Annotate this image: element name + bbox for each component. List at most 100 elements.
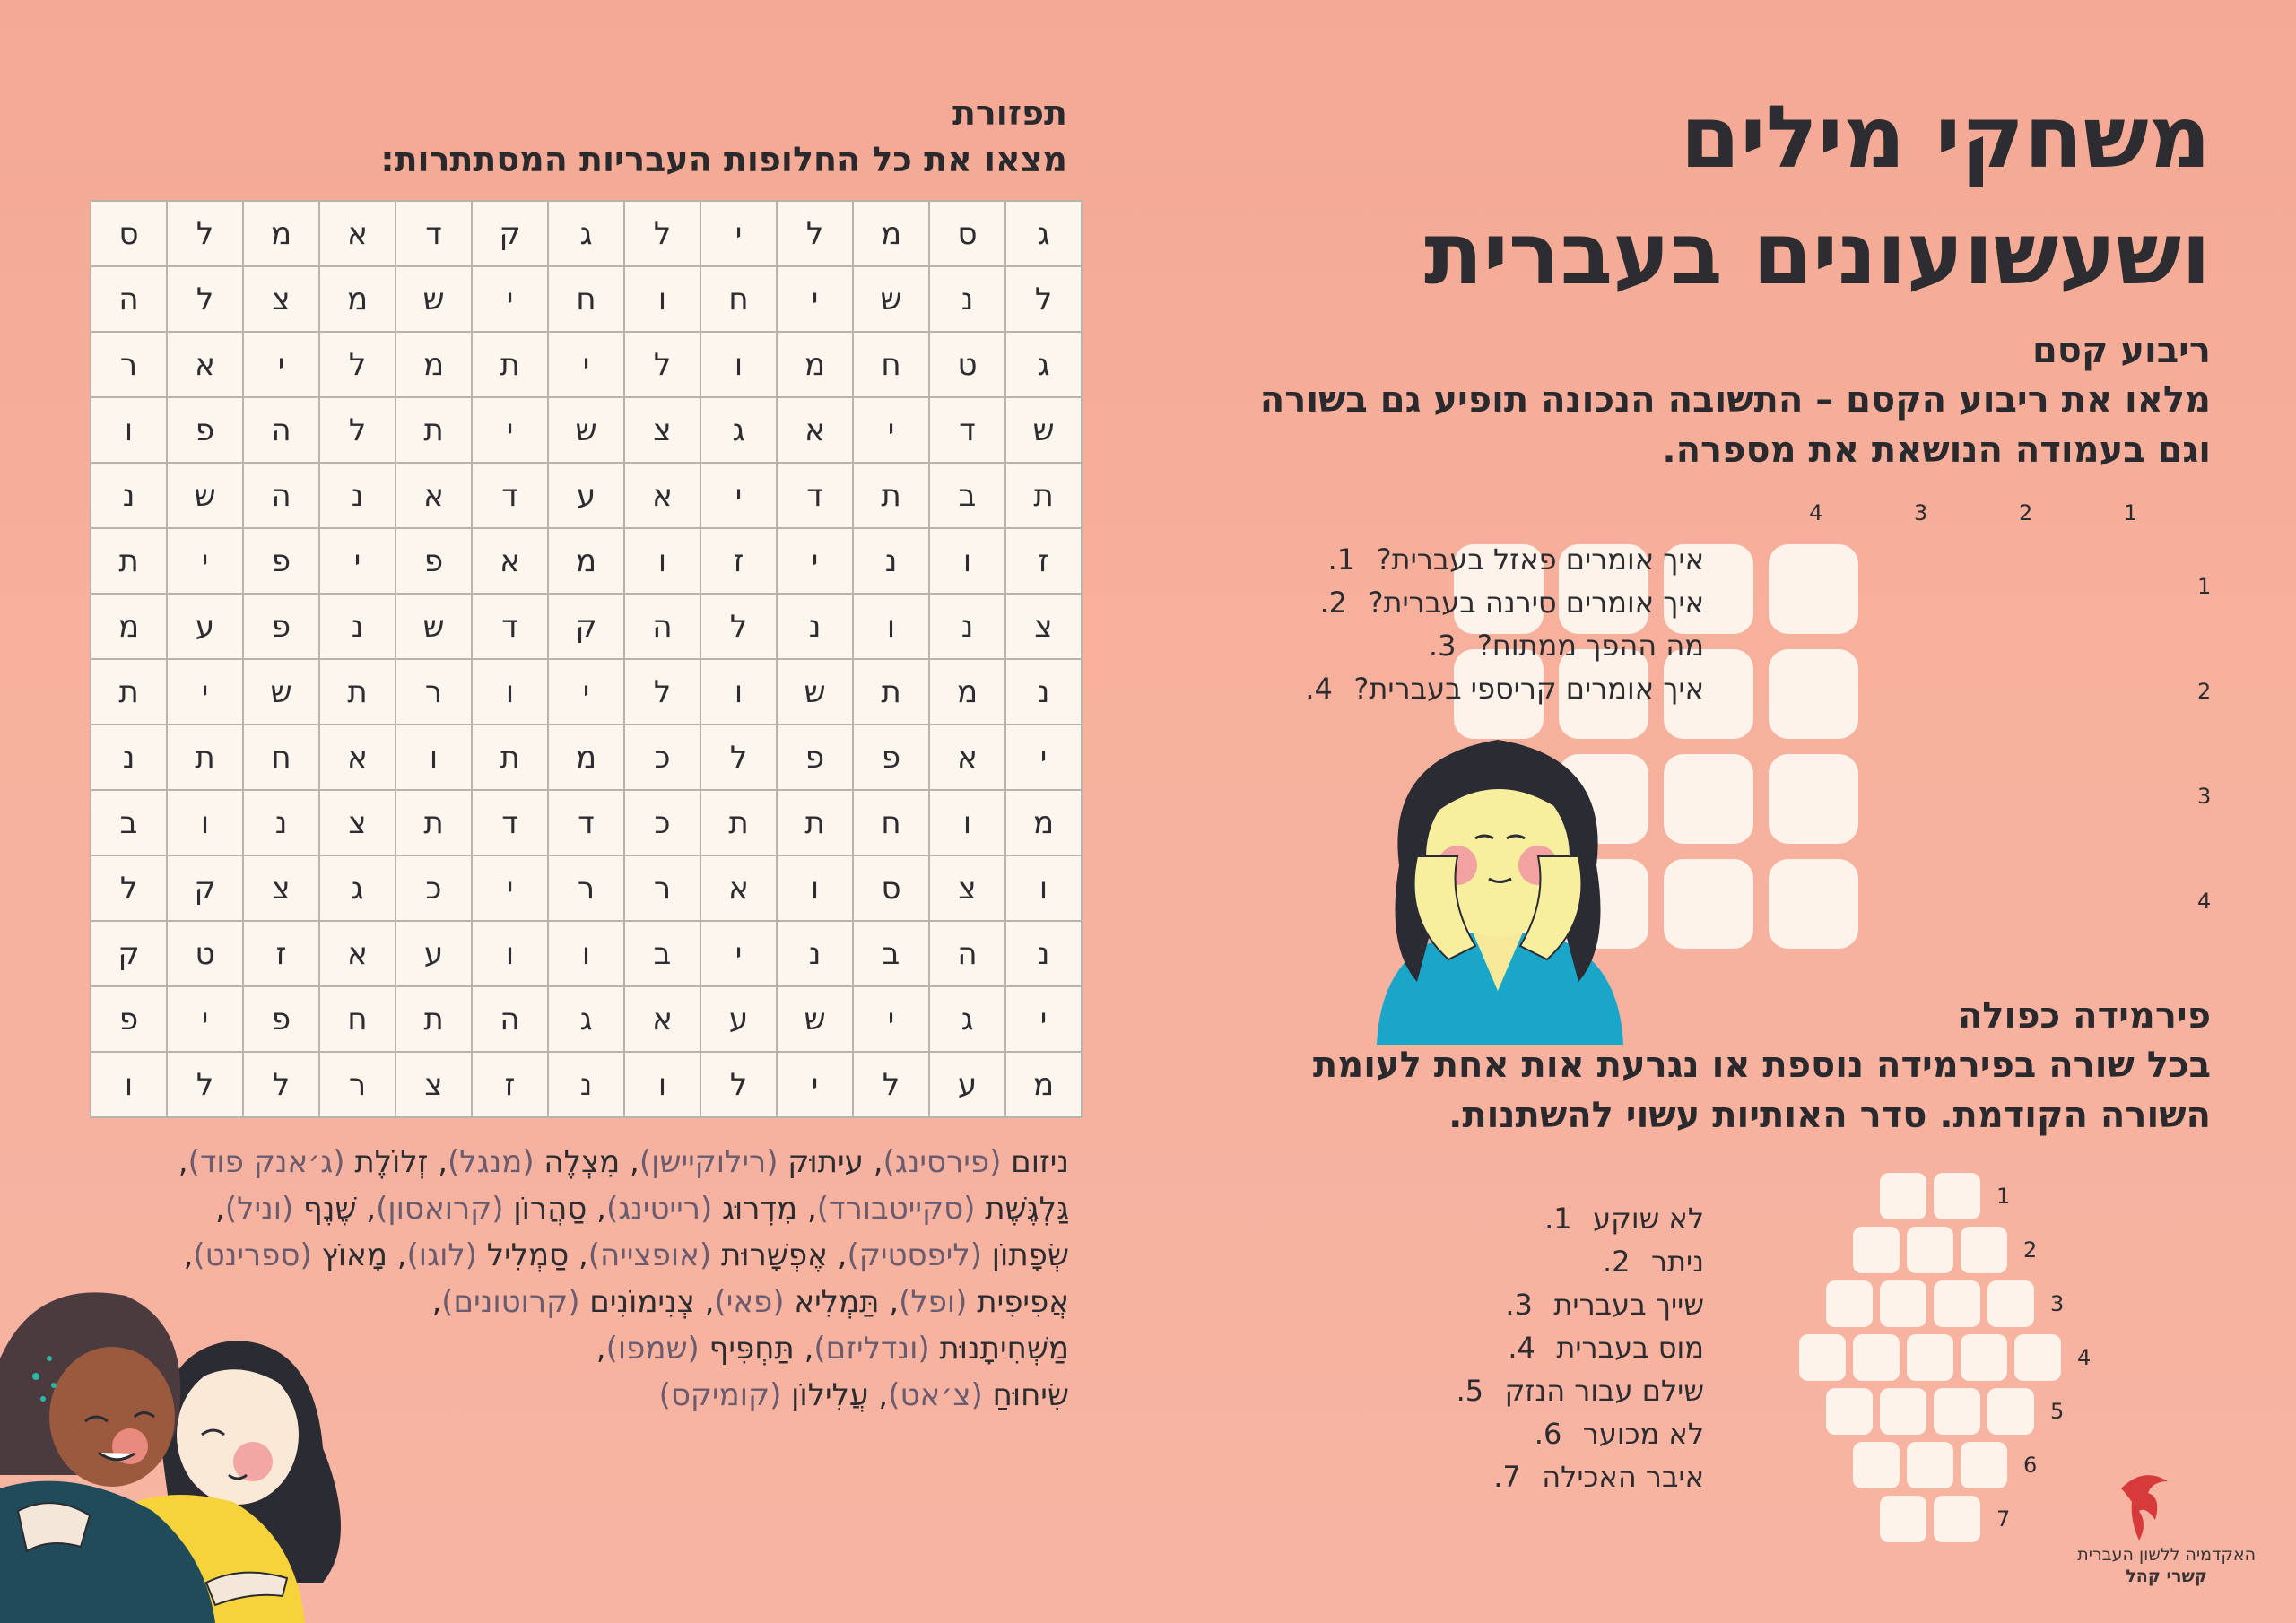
- word-search-cell[interactable]: ו: [90, 396, 168, 464]
- word-search-cell[interactable]: צ: [242, 265, 320, 333]
- pyramid-cell[interactable]: [1987, 1280, 2034, 1327]
- word-search-cell[interactable]: ת: [471, 724, 549, 791]
- word-search-cell[interactable]: ו: [395, 724, 473, 791]
- pyramid-cell[interactable]: [1799, 1334, 1846, 1381]
- word-search-cell[interactable]: ג: [928, 985, 1006, 1053]
- word-search-cell[interactable]: נ: [776, 593, 854, 660]
- word-search-cell[interactable]: נ: [547, 1051, 625, 1118]
- word-search-cell[interactable]: ת: [852, 462, 930, 529]
- pyramid-cell[interactable]: [1961, 1334, 2007, 1381]
- word-search-cell[interactable]: צ: [928, 855, 1006, 922]
- word-search-cell[interactable]: ד: [547, 789, 625, 856]
- word-search-cell[interactable]: י: [700, 920, 778, 987]
- pyramid-cell[interactable]: [1907, 1442, 1953, 1488]
- word-search-cell[interactable]: א: [776, 396, 854, 464]
- pyramid-cell[interactable]: [1880, 1280, 1926, 1327]
- word-search-cell[interactable]: ס: [90, 200, 168, 267]
- word-search-cell[interactable]: ל: [166, 1051, 244, 1118]
- word-search-cell[interactable]: י: [547, 658, 625, 725]
- word-search-cell[interactable]: ס: [928, 200, 1006, 267]
- word-search-cell[interactable]: א: [166, 331, 244, 398]
- word-search-cell[interactable]: ל: [776, 200, 854, 267]
- word-search-cell[interactable]: ת: [700, 789, 778, 856]
- word-search-cell[interactable]: מ: [1004, 789, 1083, 856]
- word-search-cell[interactable]: ב: [852, 920, 930, 987]
- word-search-cell[interactable]: ב: [928, 462, 1006, 529]
- word-search-cell[interactable]: ד: [471, 593, 549, 660]
- word-search-cell[interactable]: ש: [547, 396, 625, 464]
- word-search-cell[interactable]: ל: [242, 1051, 320, 1118]
- word-search-cell[interactable]: ר: [395, 658, 473, 725]
- word-search-cell[interactable]: פ: [242, 527, 320, 595]
- word-search-cell[interactable]: ו: [928, 789, 1006, 856]
- word-search-cell[interactable]: פ: [395, 527, 473, 595]
- word-search-cell[interactable]: נ: [318, 593, 396, 660]
- pyramid-cell[interactable]: [1853, 1334, 1900, 1381]
- word-search-cell[interactable]: י: [471, 265, 549, 333]
- word-search-cell[interactable]: ו: [166, 789, 244, 856]
- word-search-cell[interactable]: פ: [90, 985, 168, 1053]
- word-search-cell[interactable]: ש: [776, 985, 854, 1053]
- pyramid-cell[interactable]: [1934, 1173, 1980, 1219]
- word-search-cell[interactable]: ע: [700, 985, 778, 1053]
- word-search-cell[interactable]: כ: [395, 855, 473, 922]
- word-search-cell[interactable]: ע: [547, 462, 625, 529]
- word-search-cell[interactable]: י: [547, 331, 625, 398]
- word-search-cell[interactable]: ג: [547, 985, 625, 1053]
- word-search-cell[interactable]: ח: [242, 724, 320, 791]
- word-search-cell[interactable]: י: [242, 331, 320, 398]
- word-search-cell[interactable]: ל: [700, 1051, 778, 1118]
- word-search-cell[interactable]: י: [318, 527, 396, 595]
- word-search-cell[interactable]: א: [700, 855, 778, 922]
- word-search-cell[interactable]: א: [395, 462, 473, 529]
- word-search-cell[interactable]: י: [1004, 985, 1083, 1053]
- magic-square-cell[interactable]: [1559, 544, 1648, 634]
- word-search-cell[interactable]: ו: [471, 658, 549, 725]
- word-search-cell[interactable]: י: [776, 527, 854, 595]
- word-search-cell[interactable]: נ: [852, 527, 930, 595]
- word-search-cell[interactable]: ד: [395, 200, 473, 267]
- word-search-cell[interactable]: ל: [700, 593, 778, 660]
- word-search-cell[interactable]: ר: [90, 331, 168, 398]
- word-search-cell[interactable]: מ: [547, 724, 625, 791]
- magic-square-cell[interactable]: [1664, 859, 1753, 949]
- word-search-cell[interactable]: א: [318, 724, 396, 791]
- word-search-cell[interactable]: ש: [242, 658, 320, 725]
- magic-square-cell[interactable]: [1664, 754, 1753, 844]
- magic-square-cell[interactable]: [1664, 649, 1753, 739]
- word-search-cell[interactable]: צ: [395, 1051, 473, 1118]
- word-search-cell[interactable]: כ: [623, 724, 701, 791]
- word-search-cell[interactable]: נ: [318, 462, 396, 529]
- pyramid-cell[interactable]: [1853, 1227, 1900, 1273]
- word-search-cell[interactable]: ל: [1004, 265, 1083, 333]
- word-search-cell[interactable]: ד: [776, 462, 854, 529]
- word-search-cell[interactable]: ט: [166, 920, 244, 987]
- word-search-cell[interactable]: ק: [166, 855, 244, 922]
- word-search-cell[interactable]: ו: [1004, 855, 1083, 922]
- word-search-cell[interactable]: פ: [166, 396, 244, 464]
- word-search-cell[interactable]: צ: [1004, 593, 1083, 660]
- magic-square-cell[interactable]: [1454, 649, 1544, 739]
- word-search-cell[interactable]: ו: [471, 920, 549, 987]
- word-search-cell[interactable]: ג: [318, 855, 396, 922]
- word-search-cell[interactable]: ה: [90, 265, 168, 333]
- word-search-cell[interactable]: ז: [471, 1051, 549, 1118]
- word-search-cell[interactable]: צ: [318, 789, 396, 856]
- word-search-cell[interactable]: א: [471, 527, 549, 595]
- word-search-cell[interactable]: ז: [242, 920, 320, 987]
- pyramid-cell[interactable]: [1826, 1280, 1873, 1327]
- word-search-cell[interactable]: ד: [928, 396, 1006, 464]
- word-search-cell[interactable]: ש: [776, 658, 854, 725]
- word-search-cell[interactable]: ל: [318, 396, 396, 464]
- word-search-cell[interactable]: א: [318, 920, 396, 987]
- pyramid-cell[interactable]: [1907, 1334, 1953, 1381]
- word-search-cell[interactable]: ו: [700, 331, 778, 398]
- word-search-cell[interactable]: נ: [90, 724, 168, 791]
- magic-square-cell[interactable]: [1454, 544, 1544, 634]
- word-search-cell[interactable]: ה: [471, 985, 549, 1053]
- word-search-cell[interactable]: ת: [90, 527, 168, 595]
- word-search-cell[interactable]: ל: [623, 331, 701, 398]
- word-search-cell[interactable]: צ: [242, 855, 320, 922]
- word-search-cell[interactable]: י: [700, 462, 778, 529]
- word-search-cell[interactable]: ל: [623, 200, 701, 267]
